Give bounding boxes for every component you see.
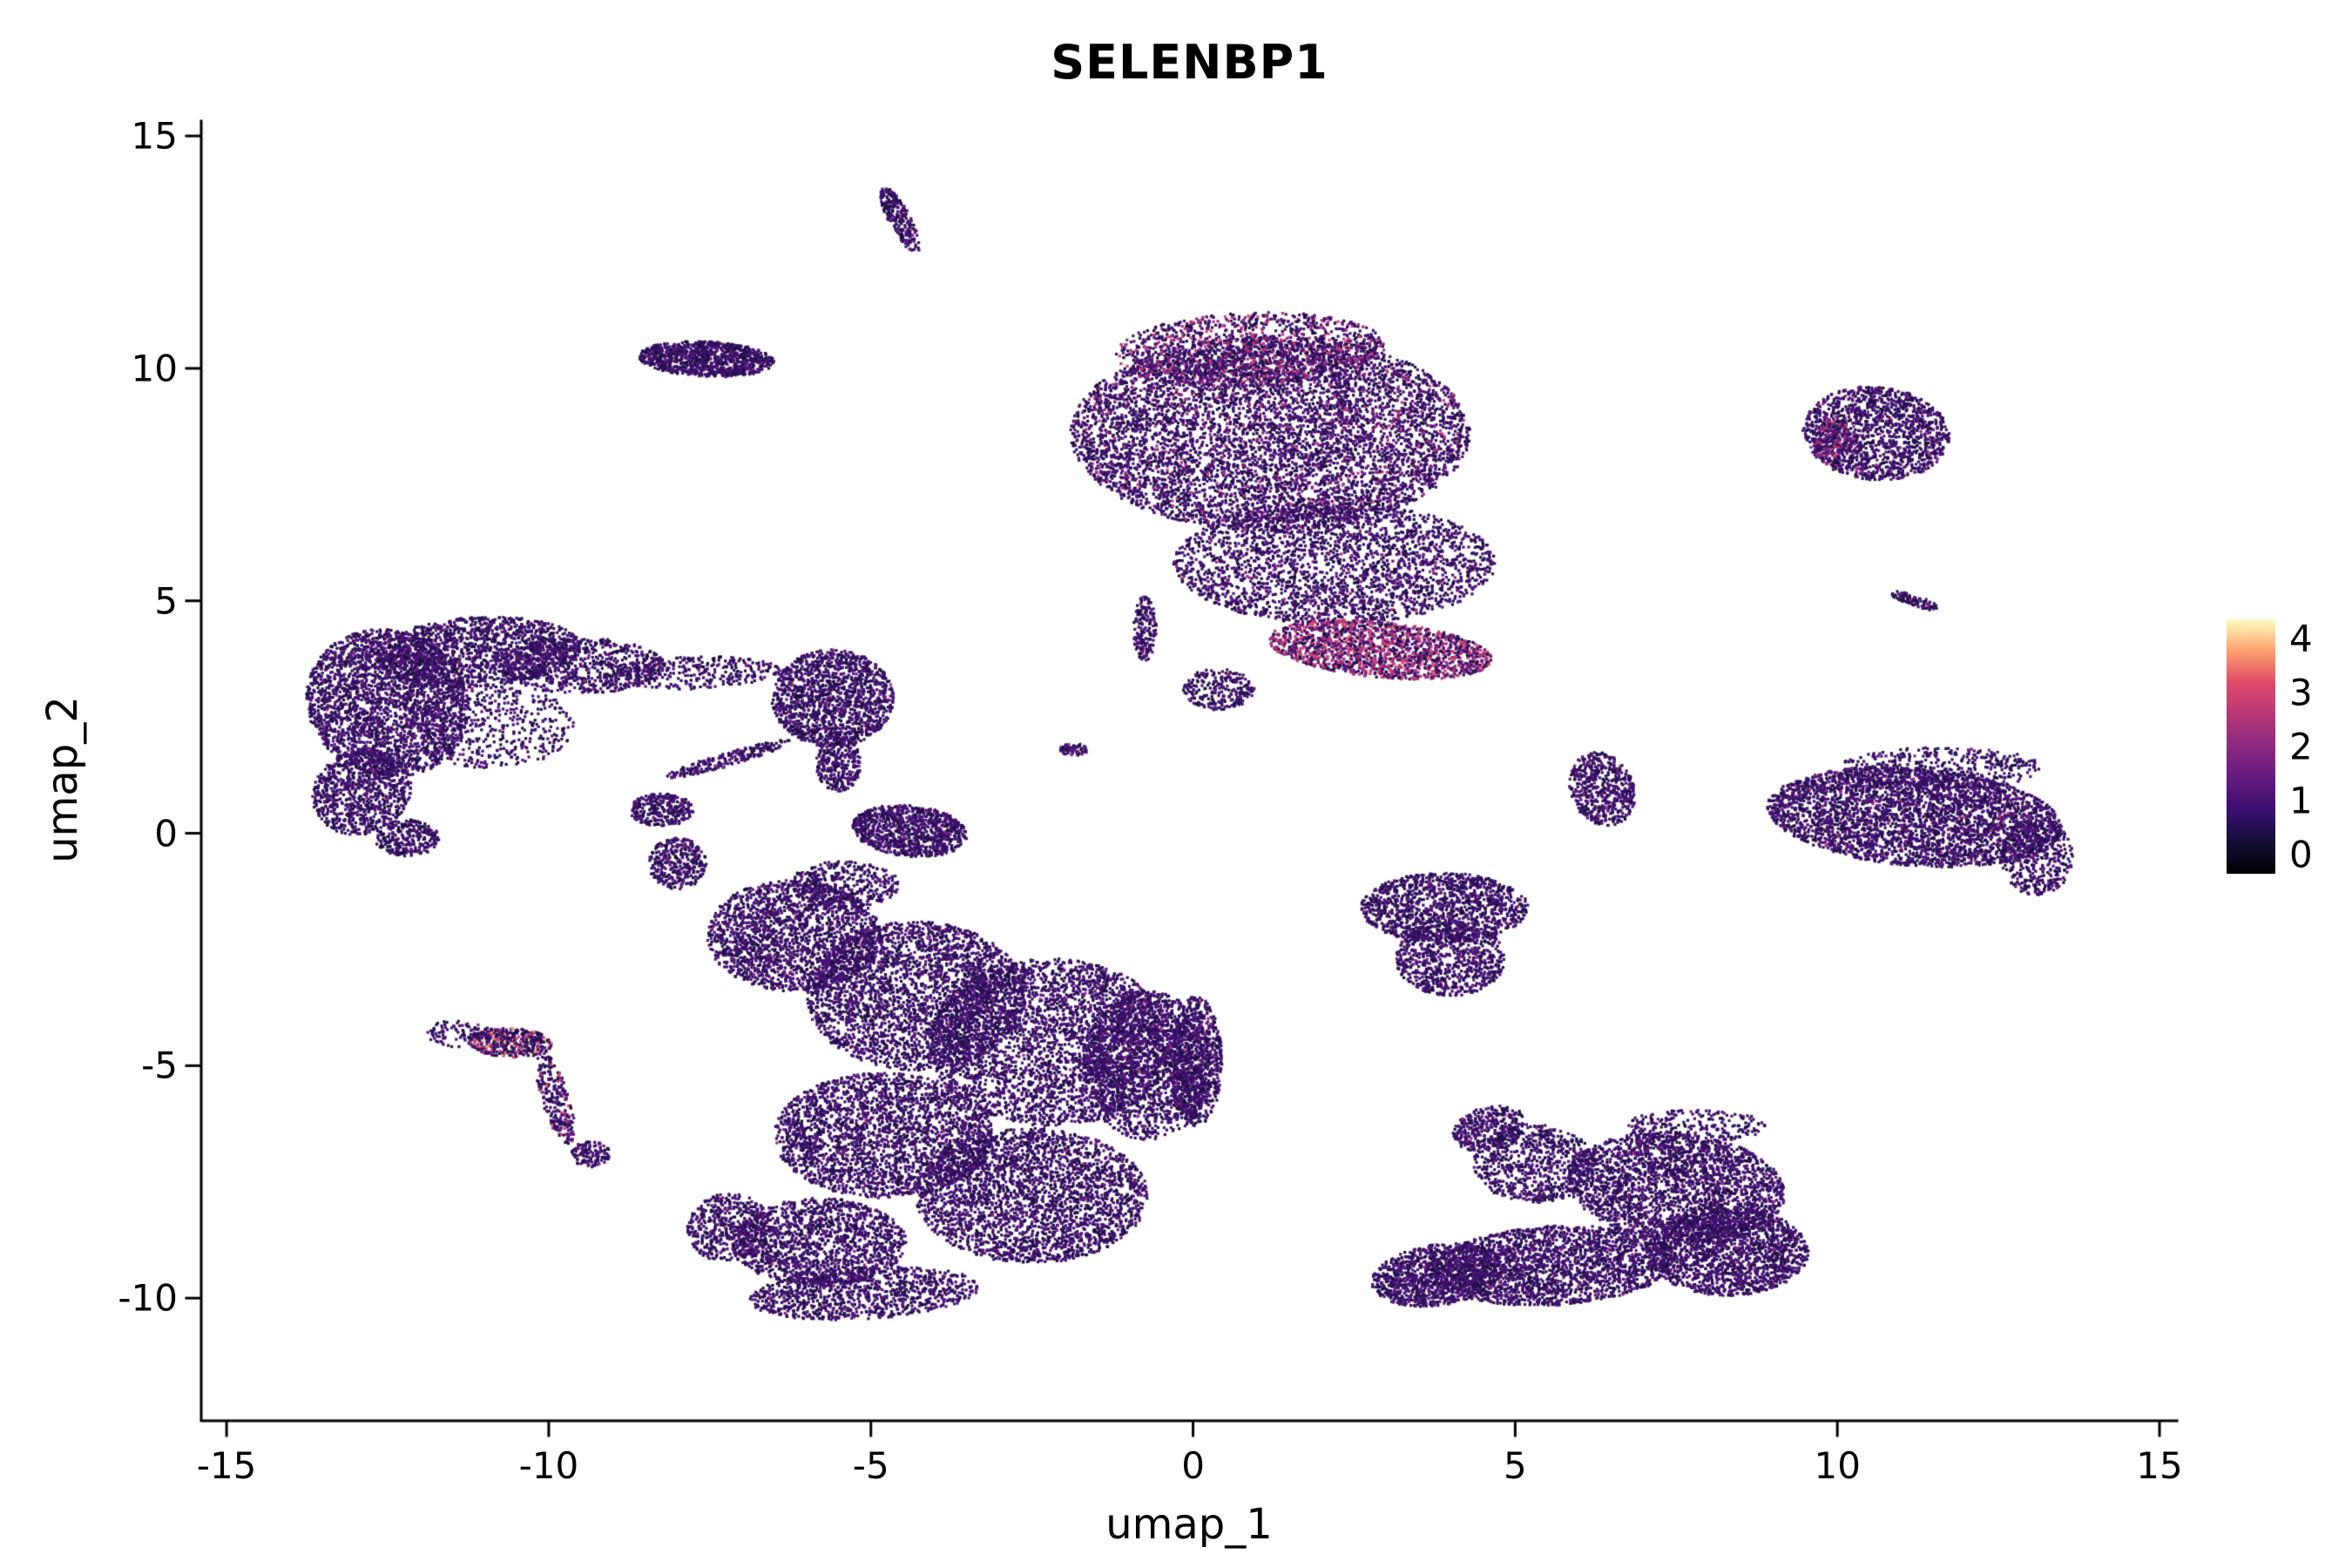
x-tick-label: -15 [196, 1444, 257, 1487]
y-tick-label: 15 [131, 114, 178, 158]
colorbar-tick-label: 0 [2289, 833, 2313, 876]
plot-title: SELENBP1 [1051, 35, 1328, 90]
y-tick-label: -10 [118, 1276, 178, 1320]
x-axis-label: umap_1 [1105, 1500, 1273, 1549]
y-tick-label: 5 [154, 579, 178, 623]
colorbar [2227, 619, 2275, 874]
colorbar-tick-label: 4 [2289, 617, 2313, 660]
y-axis-label: umap_2 [38, 696, 87, 863]
y-tick-label: 10 [131, 347, 178, 390]
x-tick-label: 0 [1181, 1444, 1205, 1487]
x-tick-label: 5 [1504, 1444, 1527, 1487]
x-tick-label: -5 [852, 1444, 889, 1487]
y-tick-label: -5 [141, 1044, 178, 1087]
y-tick-label: 0 [154, 812, 178, 855]
colorbar-tick-label: 3 [2289, 671, 2313, 714]
x-tick-label: 10 [1814, 1444, 1861, 1487]
colorbar-tick-label: 1 [2289, 779, 2313, 822]
x-tick-label: -10 [518, 1444, 579, 1487]
colorbar-tick-label: 2 [2289, 725, 2313, 768]
x-tick-label: 15 [2136, 1444, 2183, 1487]
